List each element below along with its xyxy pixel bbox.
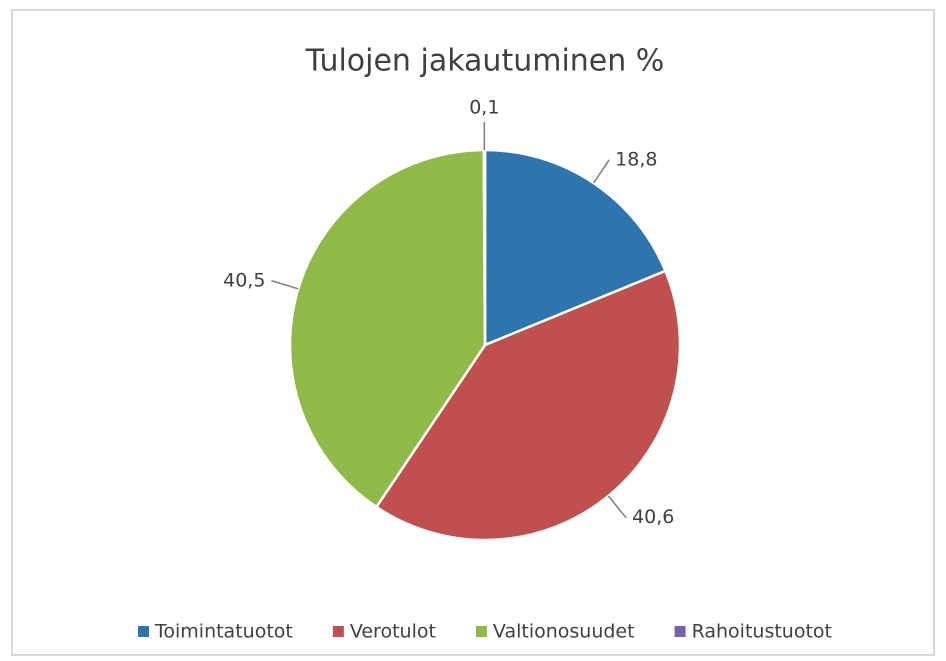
legend-swatch [138,626,150,637]
legend-label: Rahoitustuotot [692,621,832,643]
legend-swatch [475,626,487,637]
data-label: 18,8 [615,148,657,170]
legend-swatch [674,626,686,637]
legend-label: Valtionosuudet [493,621,635,643]
chart-title: Tulojen jakautuminen % [305,44,665,79]
leader-line [271,280,299,290]
pie-slice [482,148,487,346]
pie-slice [374,269,682,542]
pie-slice [288,148,487,509]
data-label: 0,1 [469,97,499,119]
data-label: 40,5 [223,269,265,291]
data-label: 40,6 [632,506,674,528]
leader-line [592,159,610,184]
legend-label: Verotulot [350,621,436,643]
leader-line [607,495,627,519]
pie-slice [483,148,668,347]
legend-swatch [332,626,344,637]
legend-label: Toimintatuotot [154,621,293,643]
